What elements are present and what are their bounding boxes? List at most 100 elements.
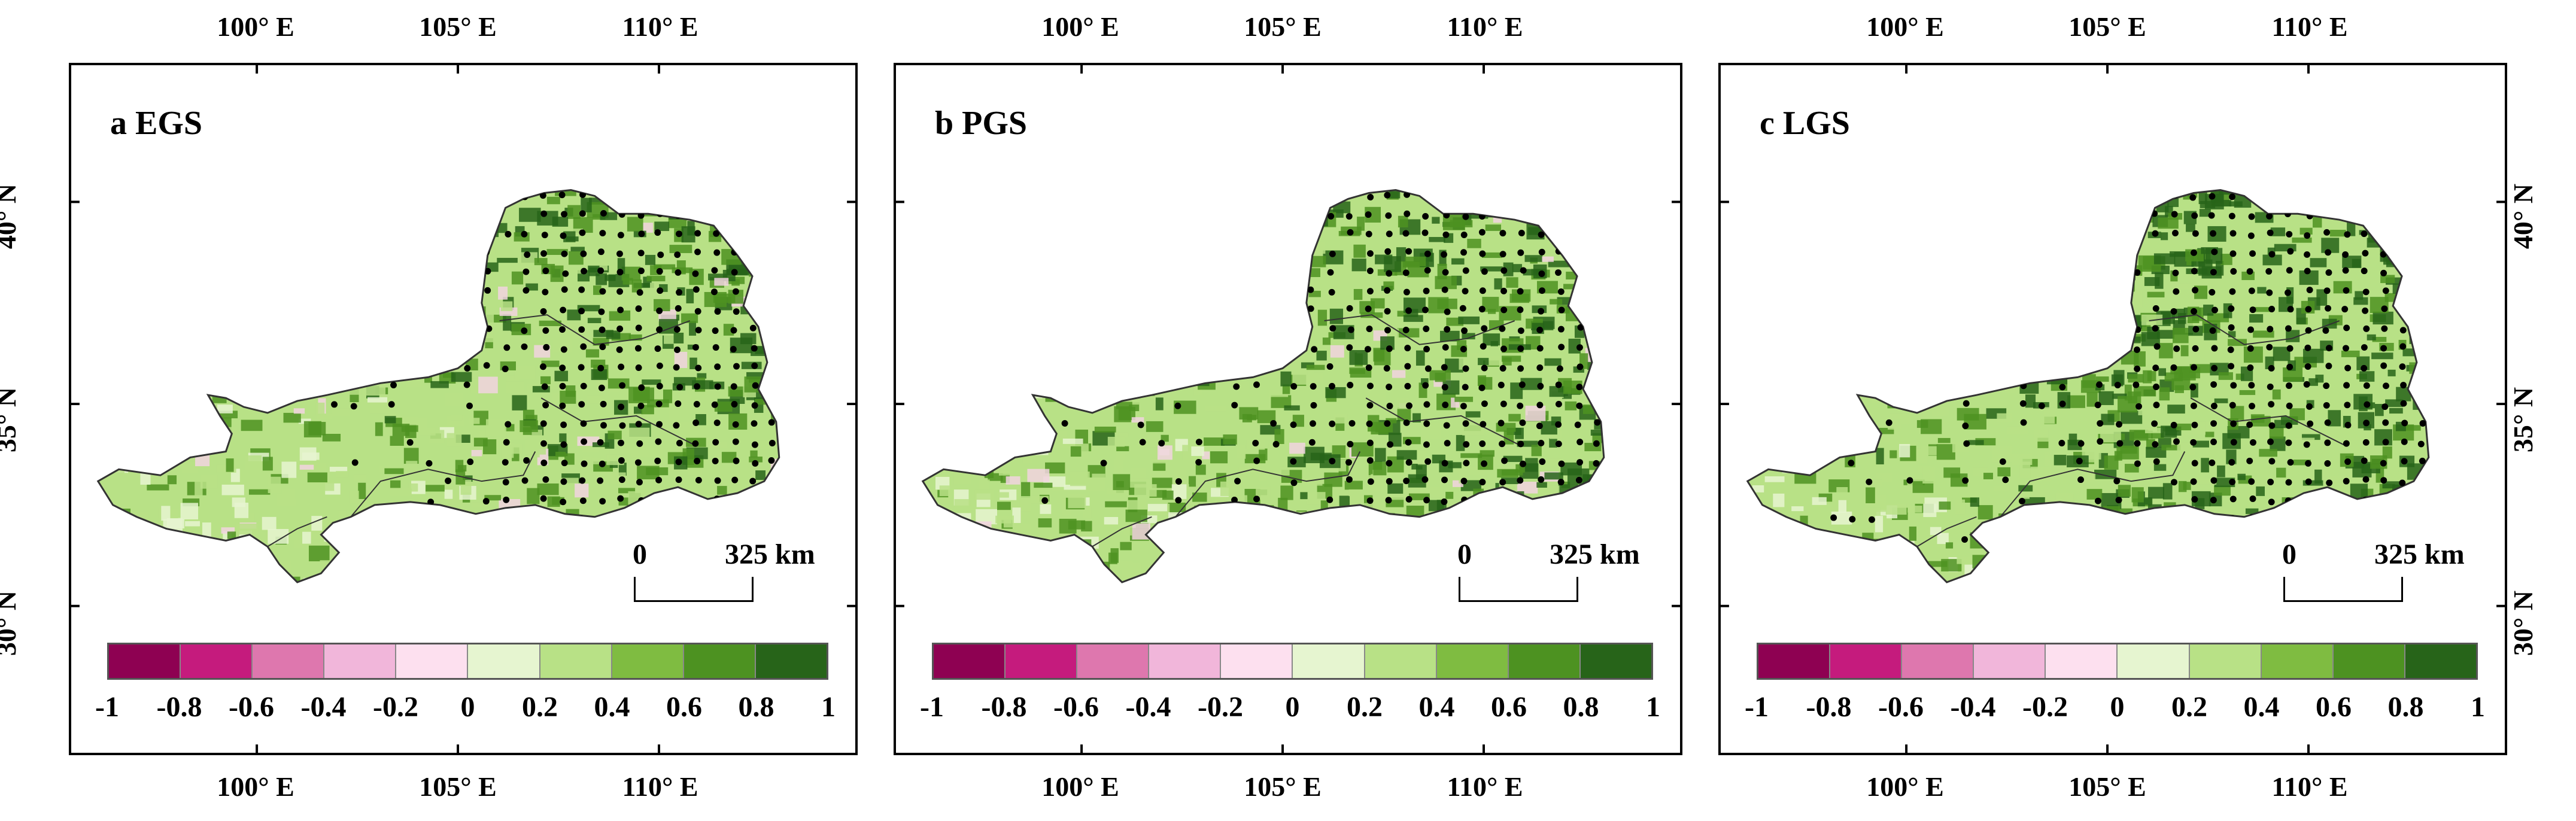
- legend-tick-label: 0.8: [738, 691, 774, 723]
- significance-dot: [2056, 289, 2064, 296]
- significance-dot: [1367, 382, 1374, 390]
- significance-dot: [1520, 267, 1527, 274]
- significance-dot: [445, 364, 452, 370]
- significance-dot: [673, 515, 681, 522]
- significance-dot: [2380, 345, 2387, 352]
- significance-dot: [771, 308, 778, 315]
- significance-dot: [656, 497, 663, 504]
- significance-dot: [1137, 211, 1144, 218]
- significance-dot: [2267, 326, 2274, 333]
- significance-dot: [768, 573, 776, 580]
- significance-dot: [2135, 403, 2142, 410]
- significance-dot: [1539, 287, 1545, 294]
- significance-dot: [1347, 229, 1354, 236]
- significance-dot: [1576, 402, 1583, 409]
- significance-dot: [2172, 269, 2179, 276]
- significance-dot: [464, 365, 471, 372]
- significance-dot: [2058, 363, 2064, 370]
- significance-dot: [733, 497, 740, 504]
- significance-dot: [1517, 210, 1524, 217]
- significance-dot: [676, 289, 683, 296]
- significance-dot: [692, 286, 700, 293]
- significance-dot: [1402, 230, 1409, 237]
- significance-dot: [693, 401, 700, 408]
- legend-tick-label: 0: [1285, 691, 1300, 723]
- significance-dot: [1347, 517, 1354, 524]
- significance-dot: [2228, 535, 2235, 542]
- significance-dot: [2399, 517, 2406, 524]
- significance-dot: [2323, 533, 2331, 540]
- significance-dot: [2229, 230, 2237, 237]
- significance-dot: [2191, 308, 2198, 315]
- significance-dot: [351, 459, 359, 466]
- significance-dot: [731, 269, 738, 276]
- significance-dot: [1500, 516, 1507, 524]
- legend-swatch: [324, 644, 397, 678]
- significance-dot: [1462, 267, 1469, 274]
- significance-dot: [2401, 458, 2408, 465]
- significance-dot: [2228, 305, 2235, 312]
- significance-dot: [503, 344, 511, 351]
- significance-dot: [578, 401, 585, 408]
- significance-dot: [1538, 516, 1545, 522]
- significance-dot: [1345, 213, 1353, 220]
- significance-dot: [597, 439, 604, 446]
- significance-dot: [749, 495, 756, 503]
- significance-dot: [1573, 192, 1581, 199]
- significance-dot: [1942, 289, 1949, 296]
- significance-dot: [1556, 516, 1563, 524]
- significance-dot: [483, 362, 490, 369]
- significance-dot: [1594, 402, 1601, 409]
- significance-dot: [1327, 269, 1334, 276]
- significance-dot: [1517, 345, 1524, 352]
- significance-dot: [2286, 402, 2293, 409]
- significance-dot: [2249, 250, 2256, 257]
- significance-dot: [2418, 268, 2425, 275]
- significance-dot: [1499, 230, 1506, 237]
- significance-dot: [1536, 364, 1544, 371]
- significance-dot: [1498, 536, 1505, 543]
- significance-dot: [616, 326, 624, 332]
- significance-dot: [2191, 555, 2198, 562]
- significance-dot: [1479, 440, 1486, 447]
- significance-dot: [1155, 288, 1162, 295]
- significance-dot: [1215, 231, 1222, 238]
- significance-dot: [1310, 402, 1317, 409]
- significance-dot: [542, 402, 549, 409]
- significance-dot: [2192, 230, 2199, 237]
- significance-dot: [711, 212, 718, 219]
- significance-dot: [1499, 325, 1506, 332]
- significance-dot: [1424, 192, 1431, 199]
- significance-dot: [1366, 457, 1374, 464]
- significance-dot: [2401, 419, 2408, 427]
- significance-dot: [655, 534, 663, 541]
- significance-dot: [1538, 248, 1545, 256]
- significance-dot: [2246, 457, 2253, 464]
- significance-dot: [1326, 496, 1333, 503]
- legend-tick-label: -0.2: [1198, 691, 1243, 723]
- significance-dot: [2096, 288, 2103, 295]
- significance-dot: [1385, 555, 1392, 562]
- significance-dot: [2265, 515, 2273, 522]
- significance-dot: [1194, 213, 1201, 220]
- significance-dot: [2364, 191, 2371, 198]
- significance-dot: [275, 269, 282, 276]
- significance-dot: [618, 403, 625, 410]
- significance-dot: [1520, 516, 1527, 524]
- legend-swatch: [2118, 644, 2190, 678]
- significance-dot: [2133, 573, 2140, 580]
- significance-dot: [2229, 250, 2237, 257]
- significance-dot: [2248, 382, 2255, 389]
- significance-dot: [770, 383, 777, 390]
- significance-dot: [712, 439, 719, 446]
- significance-dot: [1231, 326, 1238, 333]
- significance-dot: [2114, 286, 2121, 293]
- significance-dot: [2116, 421, 2122, 428]
- significance-dot: [987, 439, 994, 446]
- significance-dot: [1404, 345, 1411, 352]
- legend-swatch: [2261, 644, 2334, 678]
- significance-dot: [1480, 421, 1487, 428]
- significance-dot: [2419, 210, 2426, 217]
- significance-dot: [618, 457, 625, 464]
- significance-dot: [2059, 400, 2066, 408]
